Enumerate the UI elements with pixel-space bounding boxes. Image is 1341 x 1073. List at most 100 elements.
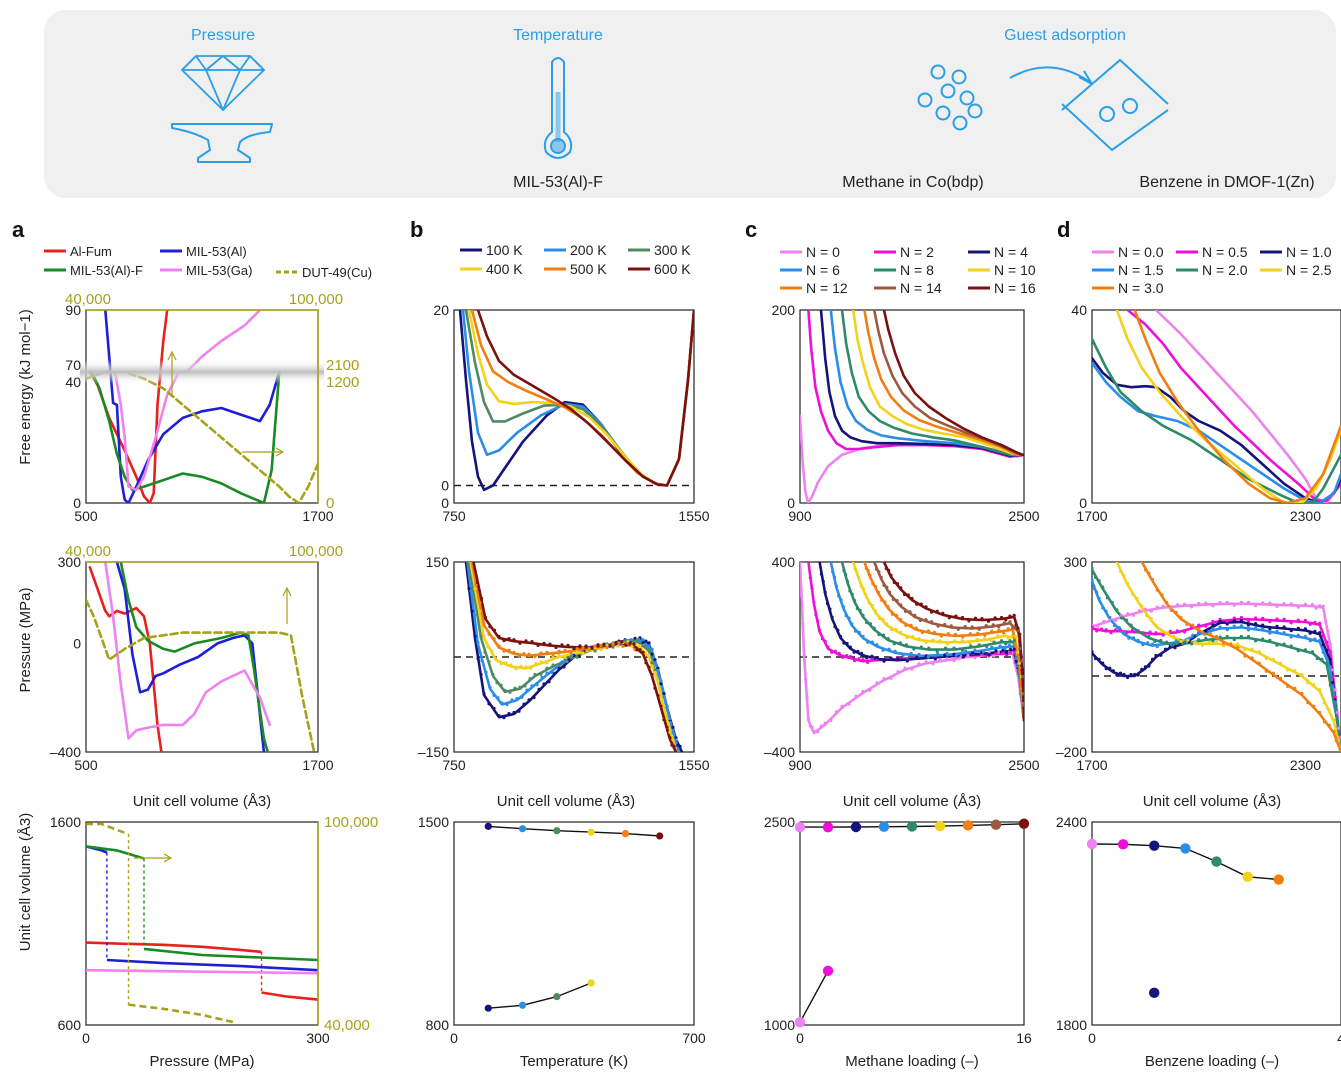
sample-point-c_pressure-8 (941, 611, 945, 615)
legend-label-legend-c-0: N = 0 (806, 244, 840, 260)
x-tick-label-d_free_energy-1: 2300 (1290, 508, 1321, 524)
sample-point-b_pressure-5 (665, 725, 669, 729)
sample-point-d_pressure-0 (1190, 605, 1194, 609)
sample-point-b_pressure-1 (650, 647, 654, 651)
sample-point-d_pressure-5 (1172, 634, 1176, 639)
sample-point-d_pressure-4 (1101, 585, 1105, 589)
sample-point-d_pressure-5 (1186, 638, 1190, 642)
sample-point-c_pressure-1 (833, 649, 838, 653)
series-line-a_volume-4-seg0 (86, 822, 129, 836)
sample-point-d_pressure-1 (1182, 630, 1187, 634)
y-tick-label-b_free_energy-1: 0 (441, 495, 449, 511)
sample-point-d_pressure-2 (1147, 664, 1151, 668)
sample-point-c_pressure-3 (857, 630, 861, 634)
sample-point-c_pressure-8 (915, 602, 919, 606)
sample-point-d_pressure-2 (1275, 624, 1279, 629)
sample-point-d_pressure-5 (1327, 708, 1331, 712)
sample-point-d_pressure-6 (1300, 691, 1304, 696)
sample-point-c_pressure-4 (855, 606, 860, 611)
sample-point-c_pressure-0 (804, 678, 808, 682)
y-tick-label-a-fe-40: 40 (65, 374, 81, 390)
sample-point-d_pressure-1 (1239, 615, 1243, 620)
sample-point-c_pressure-4 (927, 646, 931, 650)
sample-point-d_pressure-1 (1161, 633, 1165, 637)
x-tick-label-a_volume-0: 0 (82, 1030, 90, 1046)
sample-point-c_pressure-0 (854, 694, 858, 698)
pressure-title: Pressure (191, 27, 255, 44)
sample-point-c_pressure-4 (846, 580, 850, 584)
y-tick-label-b_volume-0: 1500 (418, 814, 449, 830)
sample-point-b_pressure-0 (641, 640, 645, 645)
sample-point-b_pressure-5 (656, 694, 660, 698)
sample-point-c_pressure-7 (873, 562, 875, 563)
sample-point-d_pressure-1 (1211, 619, 1215, 623)
sample-point-c_pressure-8 (884, 566, 888, 571)
sample-point-d_pressure-6 (1160, 593, 1164, 597)
sample-point-d_pressure-0 (1275, 604, 1279, 608)
sample-point-d_pressure-0 (1289, 602, 1293, 606)
sample-point-d_pressure-6 (1257, 661, 1261, 665)
series-line-a_volume-2-seg0 (86, 845, 145, 860)
sample-point-b_pressure-5 (524, 639, 528, 643)
sample-point-d_pressure-3 (1117, 626, 1121, 630)
sample-point-c_pressure-8 (889, 573, 893, 577)
sample-point-d_pressure-6 (1278, 676, 1283, 680)
series-line-c_volume-1 (799, 970, 829, 1023)
sample-point-c_pressure-3 (870, 640, 874, 644)
sample-point-d_pressure-5 (1322, 701, 1326, 705)
sample-points-b_pressure (465, 562, 682, 748)
sample-point-d_pressure-1 (1328, 650, 1332, 654)
sample-point-c_pressure-0 (801, 622, 805, 626)
sample-point-c_pressure-4 (848, 589, 852, 593)
sample-point-c_pressure-2 (961, 655, 965, 659)
sample-point-d_pressure-2 (1308, 631, 1312, 635)
sample-point-b_pressure-5 (560, 643, 564, 647)
sample-point-c_pressure-0 (938, 658, 942, 662)
sample-point-d_pressure-6 (1147, 571, 1151, 575)
sample-point-c_pressure-7 (956, 627, 960, 631)
axes-frame-b_volume (453, 821, 695, 1026)
data-point-b_volume-0-4 (621, 830, 630, 838)
legend-label-legend-d-3: N = 1.5 (1118, 262, 1164, 278)
olive-arrow-up-pressure (282, 586, 292, 624)
sample-point-d_pressure-0 (1102, 619, 1106, 623)
sample-point-c_pressure-3 (887, 647, 891, 651)
x-tick-label-c_free_energy-0: 900 (788, 508, 812, 524)
x-tick-label-a_volume-1: 300 (306, 1030, 330, 1046)
series-line-d_free_energy-3 (1092, 361, 1341, 503)
sample-point-d_pressure-2 (1122, 672, 1126, 677)
sample-point-c_pressure-8 (954, 614, 958, 618)
sample-point-c_pressure-7 (874, 567, 879, 571)
sample-point-c_pressure-3 (998, 644, 1002, 648)
sample-point-c_pressure-1 (812, 601, 816, 605)
series-line-a_volume-4 (128, 1003, 234, 1024)
series-line-d_pressure-3 (1092, 579, 1341, 752)
sample-point-d_pressure-5 (1135, 596, 1139, 601)
sample-point-c_pressure-5 (874, 609, 878, 613)
sample-point-c_pressure-4 (865, 621, 869, 625)
sample-point-b_pressure-4 (522, 652, 526, 656)
sample-point-c_pressure-5 (859, 584, 863, 588)
sample-point-c_pressure-1 (820, 637, 825, 641)
x-tick-label-d_volume-0: 0 (1088, 1030, 1096, 1046)
sample-point-c_pressure-0 (868, 688, 872, 692)
sample-point-c_pressure-3 (990, 645, 994, 650)
sample-point-c_pressure-8 (919, 602, 923, 606)
sample-point-c_pressure-3 (853, 629, 858, 633)
sample-point-c_pressure-4 (881, 633, 886, 637)
sample-point-b_pressure-4 (563, 648, 567, 653)
sample-point-c_pressure-3 (954, 653, 958, 657)
olive-arrow-right (242, 447, 285, 457)
series-line-c_pressure-3 (829, 562, 1024, 722)
sample-point-d_pressure-3 (1112, 624, 1117, 628)
x-tick-label-d_pressure-1: 2300 (1290, 757, 1321, 773)
sample-point-c_pressure-8 (895, 582, 900, 586)
sample-point-c_pressure-0 (840, 704, 844, 708)
y-tick-label-d_free_energy-0: 40 (1071, 302, 1087, 318)
series-line-d_pressure-5 (1115, 562, 1341, 752)
sample-point-d_pressure-2 (1211, 623, 1215, 627)
sample-point-c_pressure-8 (1021, 685, 1024, 689)
sample-point-c_pressure-1 (810, 587, 814, 591)
sample-point-c_pressure-4 (977, 643, 981, 647)
